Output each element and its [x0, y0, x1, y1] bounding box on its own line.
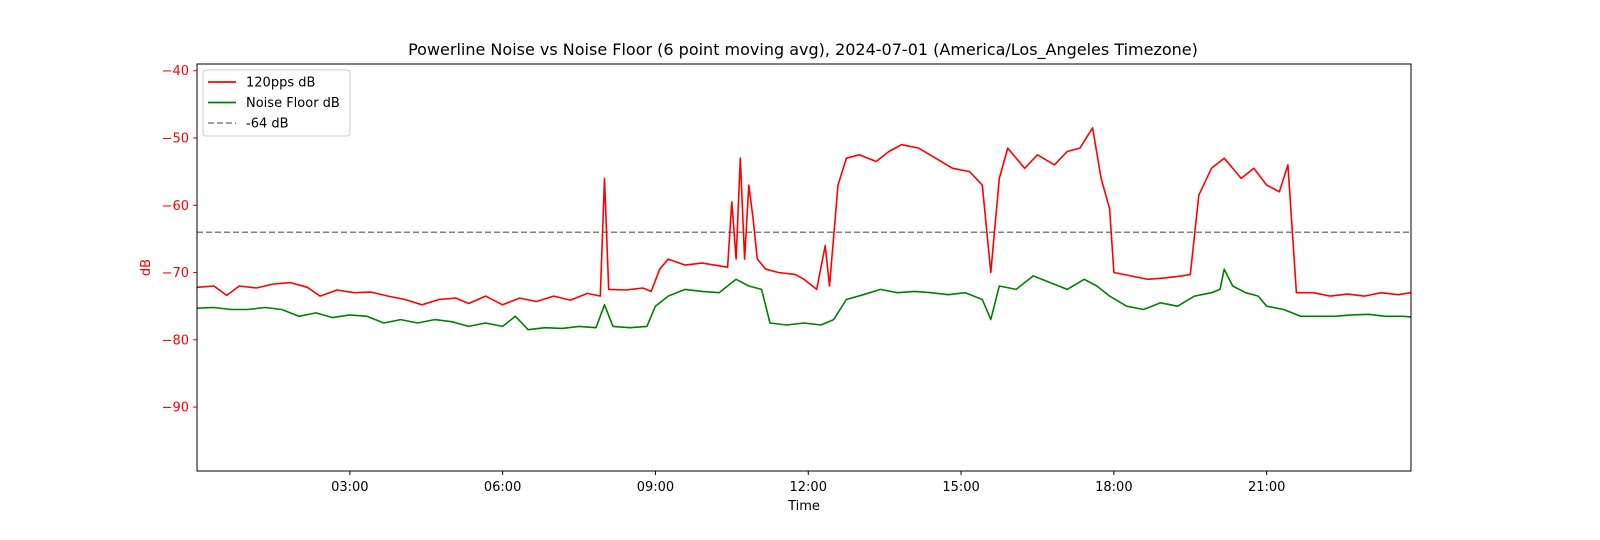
x-tick-label: 21:00 — [1248, 480, 1285, 495]
legend-box — [202, 69, 351, 137]
x-tick-label: 09:00 — [637, 480, 674, 495]
legend-label: Noise Floor dB — [246, 96, 340, 111]
series-line-1 — [197, 127, 1411, 306]
legend-label: -64 dB — [246, 117, 289, 132]
x-tick-label: 12:00 — [790, 480, 827, 495]
x-tick-label: 15:00 — [942, 480, 979, 495]
plot-frame — [196, 63, 1412, 472]
chart-title: Powerline Noise vs Noise Floor (6 point … — [408, 40, 1198, 60]
axes: −40 −50 −60 −70 −80 −90 03:00 06:00 09:00 12:00 15… — [162, 64, 1286, 495]
y-tick-label: −60 — [162, 199, 189, 214]
y-axis-label: dB — [139, 259, 154, 276]
x-tick-label: 18:00 — [1095, 480, 1132, 495]
x-tick-label: 06:00 — [484, 480, 521, 495]
y-tick-label: −50 — [162, 132, 189, 147]
y-tick-label: −70 — [162, 266, 189, 281]
plot-area — [197, 127, 1411, 331]
y-tick-label: −40 — [162, 64, 189, 79]
series-line-2 — [197, 268, 1411, 331]
y-tick-label: −90 — [162, 401, 189, 416]
y-tick-label: −80 — [162, 333, 189, 348]
x-axis-label: Time — [787, 499, 820, 514]
x-tick-label: 03:00 — [331, 480, 368, 495]
legend-label: 120pps dB — [246, 76, 315, 91]
legend: 120pps dB Noise Floor dB -64 dB — [202, 69, 351, 137]
